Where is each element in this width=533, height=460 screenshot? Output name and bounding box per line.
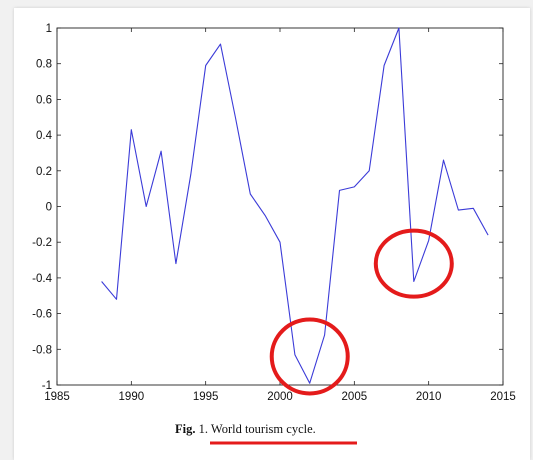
caption-line: Fig. 1. World tourism cycle. [175, 422, 316, 436]
y-tick-label: -0.8 [32, 344, 52, 356]
x-tick-label: 2000 [267, 391, 293, 403]
x-tick-label: 2005 [342, 391, 368, 403]
figure-caption: Fig. 1. World tourism cycle. [175, 422, 357, 445]
y-tick-label: -0.6 [32, 309, 52, 321]
x-tick-label: 1995 [193, 391, 219, 403]
caption-prefix: Fig. [175, 422, 195, 436]
y-tick-label: -0.4 [32, 273, 52, 285]
caption-title: World tourism cycle. [211, 422, 316, 436]
annotation-circle [373, 228, 454, 299]
y-tick-label: 0.4 [36, 130, 53, 142]
world-tourism-cycle-chart: -1 -0.8 -0.6 -0.4 -0.2 0 0.2 0.4 0.6 0.8 1 1985 1990… [32, 23, 516, 445]
y-tick-label: -0.2 [32, 237, 52, 249]
x-tick-label: 1990 [119, 391, 145, 403]
x-tick-label: 2015 [490, 391, 516, 403]
series-line [101, 27, 489, 384]
plot-area: -1 -0.8 -0.6 -0.4 -0.2 0 0.2 0.4 0.6 0.8 1 1985 1990… [32, 23, 516, 403]
y-tick-label: 0.6 [36, 94, 52, 106]
y-tick-label: 0 [46, 202, 52, 214]
annotation-circle [269, 317, 350, 396]
x-tick-label: 1985 [44, 391, 70, 403]
y-tick-label: 0.8 [36, 59, 52, 71]
caption-number: 1. [199, 422, 208, 436]
figure-card: -1 -0.8 -0.6 -0.4 -0.2 0 0.2 0.4 0.6 0.8 1 1985 1990… [14, 8, 530, 460]
y-tick-label: -1 [42, 380, 52, 392]
x-tick-label: 2010 [416, 391, 442, 403]
y-tick-label: 0.2 [36, 166, 52, 178]
y-tick-label: 1 [46, 23, 52, 35]
